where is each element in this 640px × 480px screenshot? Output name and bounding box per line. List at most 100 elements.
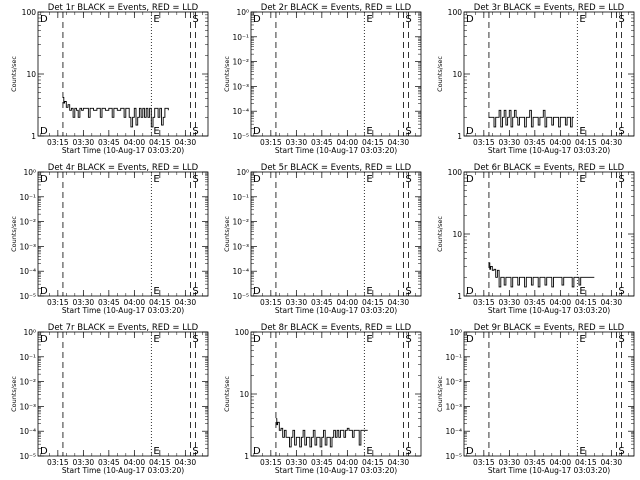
y-tick-label: 10⁻³ bbox=[445, 402, 462, 411]
y-tick-label: 10⁰ bbox=[23, 328, 36, 337]
y-tick-label: 10⁻¹ bbox=[445, 353, 462, 362]
chart-panel-6: Det 6r BLACK = Events, RED = LLD Counts/s… bbox=[436, 163, 635, 315]
event-marker-label-top: E bbox=[366, 174, 372, 185]
x-axis-label: Start Time (10-Aug-17 03:03:20) bbox=[488, 466, 610, 475]
x-tick-label: 04:15 bbox=[362, 138, 384, 147]
y-tick-label: 10⁻² bbox=[232, 218, 249, 227]
x-tick-label: 04:00 bbox=[337, 138, 359, 147]
x-tick-label: 03:45 bbox=[524, 298, 546, 307]
chart-panel-8: Det 8r BLACK = Events, RED = LLD Counts/s… bbox=[223, 323, 422, 475]
event-marker-label-bottom: D bbox=[253, 286, 261, 297]
y-tick-label: 100 bbox=[235, 328, 250, 337]
event-marker-label-bottom: E bbox=[153, 446, 159, 457]
x-axis-label: Start Time (10-Aug-17 03:03:20) bbox=[488, 146, 610, 155]
x-axis-label: Start Time (10-Aug-17 03:03:20) bbox=[275, 466, 397, 475]
x-tick-label: 03:45 bbox=[98, 298, 120, 307]
plot-frame bbox=[37, 331, 209, 457]
y-tick-label: 1 bbox=[457, 132, 462, 141]
y-tick-label: 10⁻¹ bbox=[232, 33, 249, 42]
x-tick-label: 04:00 bbox=[550, 298, 572, 307]
y-tick-label: 10⁻³ bbox=[232, 82, 249, 91]
y-axis-label: Counts/sec bbox=[223, 376, 231, 412]
x-tick-label: 04:30 bbox=[601, 298, 623, 307]
y-axis-label: Counts/sec bbox=[223, 56, 231, 92]
x-axis-label: Start Time (10-Aug-17 03:03:20) bbox=[488, 306, 610, 315]
y-tick-label: 1 bbox=[31, 132, 36, 141]
event-marker-label-bottom: S bbox=[192, 126, 198, 137]
event-marker-label-top: E bbox=[366, 334, 372, 345]
x-tick-label: 04:15 bbox=[575, 458, 597, 467]
events-series-line bbox=[488, 262, 595, 288]
event-marker-label-top: S bbox=[405, 334, 411, 345]
y-axis-label: Counts/sec bbox=[10, 376, 18, 412]
x-tick-label: 04:15 bbox=[575, 138, 597, 147]
y-tick-label: 10⁰ bbox=[449, 328, 462, 337]
event-marker-label-bottom: D bbox=[466, 286, 474, 297]
x-axis-label: Start Time (10-Aug-17 03:03:20) bbox=[62, 146, 184, 155]
event-marker-label-top: D bbox=[466, 334, 474, 345]
x-axis-label: Start Time (10-Aug-17 03:03:20) bbox=[275, 146, 397, 155]
y-tick-label: 10⁻³ bbox=[19, 242, 36, 251]
event-marker-label-top: E bbox=[153, 14, 159, 25]
x-tick-label: 04:15 bbox=[149, 458, 171, 467]
y-tick-label: 100 bbox=[448, 8, 463, 17]
event-marker-label-bottom: D bbox=[466, 446, 474, 457]
events-series-line bbox=[275, 418, 368, 448]
y-tick-label: 10 bbox=[239, 390, 249, 399]
y-axis-label: Counts/sec bbox=[10, 216, 18, 252]
event-marker-label-bottom: E bbox=[366, 126, 372, 137]
event-marker-label-bottom: S bbox=[405, 286, 411, 297]
x-tick-label: 04:15 bbox=[362, 458, 384, 467]
x-tick-label: 04:30 bbox=[388, 458, 410, 467]
y-tick-label: 10⁻² bbox=[445, 378, 462, 387]
y-tick-label: 10⁻⁴ bbox=[232, 107, 249, 116]
x-tick-label: 04:15 bbox=[149, 298, 171, 307]
event-marker-label-bottom: E bbox=[579, 446, 585, 457]
x-tick-label: 03:45 bbox=[311, 298, 333, 307]
x-tick-label: 03:30 bbox=[73, 138, 95, 147]
y-tick-label: 10 bbox=[26, 70, 36, 79]
x-tick-label: 03:45 bbox=[98, 138, 120, 147]
y-tick-label: 10⁻² bbox=[19, 378, 36, 387]
event-marker-label-bottom: D bbox=[40, 446, 48, 457]
plot-frame bbox=[250, 11, 422, 137]
plot-frame bbox=[463, 331, 635, 457]
y-axis-label: Counts/sec bbox=[436, 216, 444, 252]
y-tick-label: 10⁻³ bbox=[19, 402, 36, 411]
event-marker-label-bottom: E bbox=[153, 286, 159, 297]
event-marker-label-bottom: E bbox=[579, 126, 585, 137]
x-tick-label: 03:30 bbox=[73, 298, 95, 307]
x-tick-label: 03:30 bbox=[286, 138, 308, 147]
plot-frame bbox=[37, 11, 209, 137]
y-tick-label: 10⁻² bbox=[232, 58, 249, 67]
x-tick-label: 04:00 bbox=[337, 298, 359, 307]
chart-title: Det 2r BLACK = Events, RED = LLD bbox=[261, 3, 412, 13]
event-marker-label-top: E bbox=[153, 174, 159, 185]
event-marker-label-bottom: S bbox=[192, 446, 198, 457]
chart-title: Det 6r BLACK = Events, RED = LLD bbox=[474, 163, 625, 173]
chart-title: Det 5r BLACK = Events, RED = LLD bbox=[261, 163, 412, 173]
event-marker-label-bottom: S bbox=[618, 286, 624, 297]
event-marker-label-bottom: E bbox=[366, 446, 372, 457]
events-series-line bbox=[488, 109, 574, 128]
y-tick-label: 10⁻¹ bbox=[232, 193, 249, 202]
y-tick-label: 100 bbox=[448, 168, 463, 177]
y-axis-label: Counts/sec bbox=[223, 216, 231, 252]
events-series-line bbox=[62, 96, 169, 128]
event-marker-label-top: D bbox=[253, 14, 261, 25]
event-marker-label-top: D bbox=[40, 334, 48, 345]
y-tick-label: 10⁻⁵ bbox=[19, 292, 36, 301]
event-marker-label-top: D bbox=[253, 174, 261, 185]
y-tick-label: 10⁻⁴ bbox=[19, 427, 36, 436]
x-tick-label: 03:15 bbox=[473, 138, 495, 147]
event-marker-label-top: D bbox=[40, 14, 48, 25]
event-marker-label-bottom: E bbox=[153, 126, 159, 137]
y-tick-label: 1 bbox=[244, 452, 249, 461]
event-marker-label-bottom: S bbox=[192, 286, 198, 297]
event-marker-label-top: S bbox=[192, 174, 198, 185]
event-marker-label-top: D bbox=[466, 174, 474, 185]
event-marker-label-bottom: S bbox=[618, 446, 624, 457]
x-tick-label: 04:30 bbox=[175, 298, 197, 307]
y-tick-label: 10 bbox=[452, 230, 462, 239]
plot-frame bbox=[250, 171, 422, 297]
